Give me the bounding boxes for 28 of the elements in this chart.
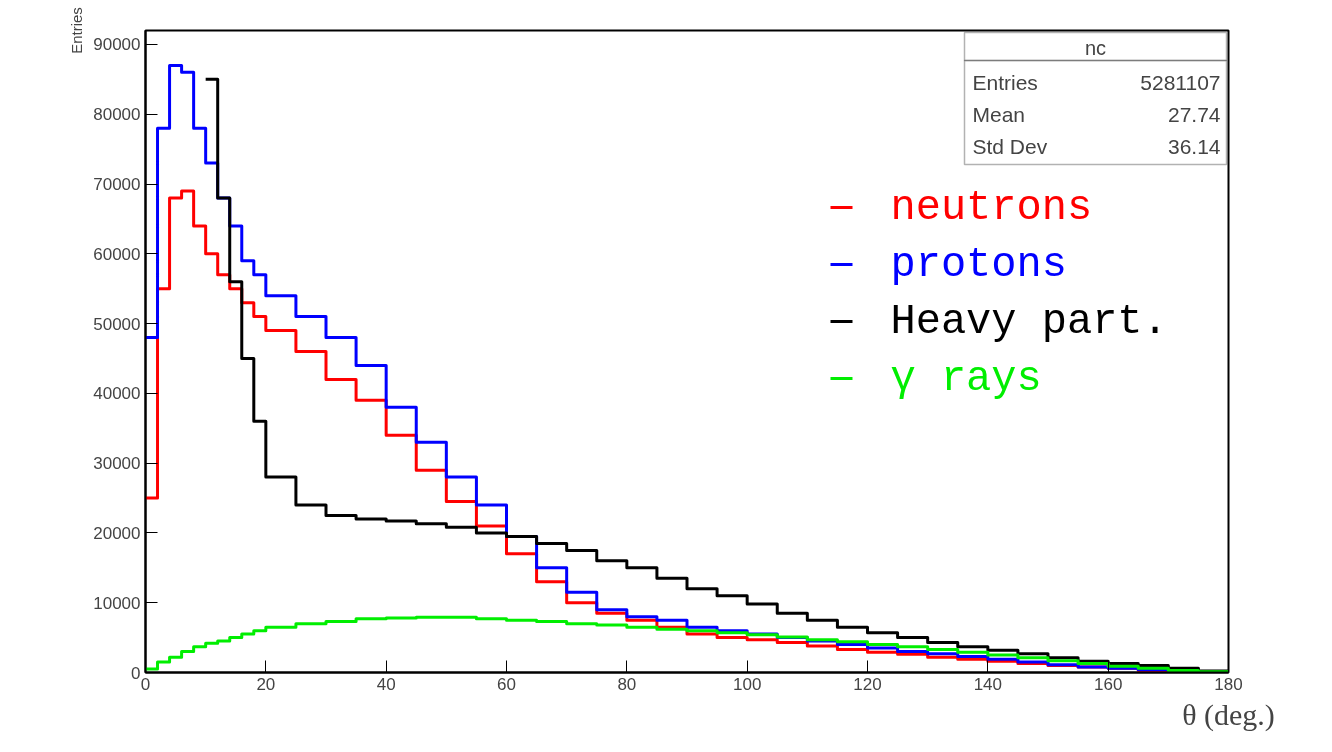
- y-tick-label: 30000: [93, 454, 141, 474]
- x-axis-title: θ (deg.): [1182, 697, 1275, 732]
- y-tick-label: 40000: [93, 384, 141, 404]
- y-tick-label: 10000: [93, 593, 141, 613]
- x-tick-label: 140: [973, 674, 1003, 694]
- x-tick-label: 120: [853, 674, 882, 694]
- x-tick-label: 160: [1093, 674, 1123, 694]
- text: Entries 5281107: [972, 70, 1221, 94]
- x-tick-label: 180: [1214, 674, 1243, 694]
- x-tick-label: 60: [497, 674, 516, 694]
- y-tick-label: 20000: [93, 523, 141, 543]
- annotation: nc: [1084, 36, 1107, 59]
- legend-label: Heavy part.: [890, 297, 1168, 346]
- x-tick-label: 20: [256, 674, 276, 694]
- legend-label: protons: [890, 240, 1067, 289]
- y-tick-label: 60000: [93, 244, 141, 264]
- text: Std Dev 36.14: [972, 134, 1221, 158]
- y-tick-label: 50000: [93, 314, 141, 334]
- x-tick-label: 80: [617, 674, 637, 694]
- legend-label: γ rays: [890, 354, 1042, 403]
- y-tick-label: 80000: [93, 105, 141, 125]
- legend-label: neutrons: [890, 183, 1093, 232]
- x-tick-label: 100: [732, 674, 762, 694]
- x-tick-label: 40: [376, 674, 396, 694]
- y-tick-label: 70000: [93, 175, 141, 195]
- y-axis-title: Entries: [68, 7, 86, 54]
- text: Mean 27.74: [972, 102, 1221, 126]
- y-tick-label: 90000: [93, 35, 141, 55]
